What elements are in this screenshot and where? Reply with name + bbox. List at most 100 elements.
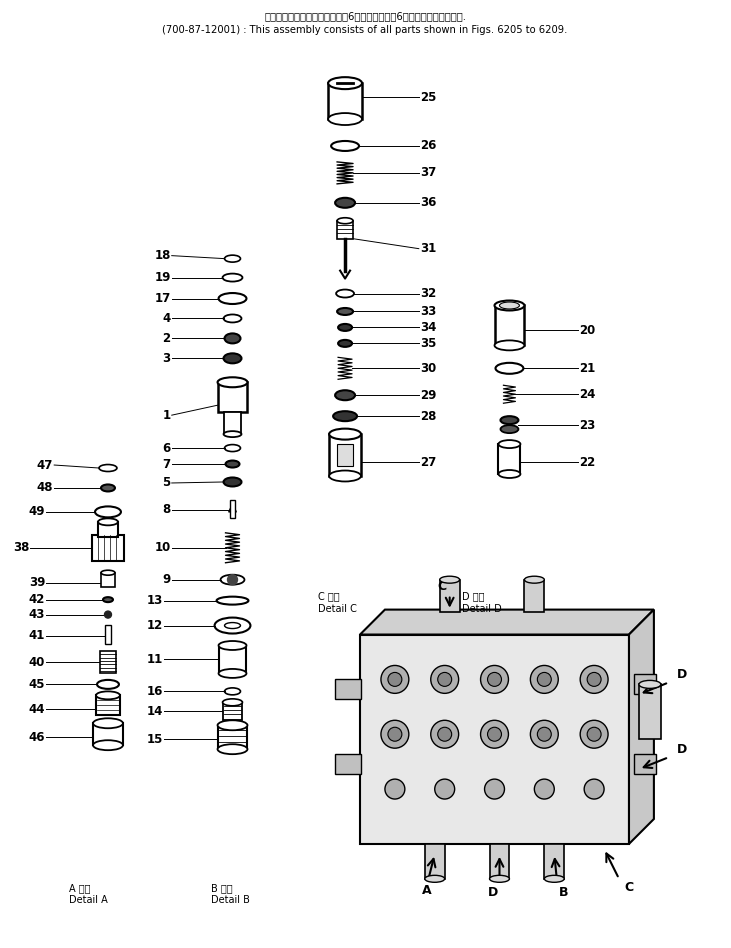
Text: C: C bbox=[438, 579, 447, 592]
Text: 8: 8 bbox=[162, 503, 171, 517]
Bar bbox=[545, 844, 564, 879]
Text: B: B bbox=[559, 885, 569, 899]
Circle shape bbox=[431, 720, 458, 748]
Text: 6: 6 bbox=[162, 442, 171, 455]
Text: 35: 35 bbox=[420, 337, 436, 350]
Ellipse shape bbox=[224, 431, 241, 437]
Text: 18: 18 bbox=[154, 249, 171, 263]
Bar bbox=[490, 844, 510, 879]
Circle shape bbox=[105, 611, 111, 618]
Bar bbox=[337, 444, 353, 466]
Ellipse shape bbox=[499, 302, 520, 309]
Text: 34: 34 bbox=[420, 321, 436, 334]
Circle shape bbox=[431, 665, 458, 693]
Text: 49: 49 bbox=[29, 505, 45, 519]
Ellipse shape bbox=[103, 597, 113, 602]
Text: 19: 19 bbox=[154, 271, 171, 284]
Polygon shape bbox=[629, 610, 654, 844]
Text: 29: 29 bbox=[420, 389, 436, 402]
Ellipse shape bbox=[98, 519, 118, 525]
Ellipse shape bbox=[222, 699, 243, 706]
Ellipse shape bbox=[218, 377, 248, 387]
Text: 13: 13 bbox=[146, 594, 163, 607]
Text: 9: 9 bbox=[162, 574, 171, 586]
Bar bbox=[224, 412, 241, 434]
Bar bbox=[218, 725, 248, 749]
Ellipse shape bbox=[224, 334, 240, 343]
Ellipse shape bbox=[101, 570, 115, 575]
Ellipse shape bbox=[501, 416, 518, 424]
Text: 22: 22 bbox=[579, 456, 596, 468]
Text: このアセンブリの構成部品は図6２０５図から図6２０９図まで含みます.: このアセンブリの構成部品は図6２０５図から図6２０９図まで含みます. bbox=[264, 11, 466, 22]
Text: D: D bbox=[488, 885, 498, 899]
Ellipse shape bbox=[329, 428, 361, 440]
Ellipse shape bbox=[490, 875, 510, 883]
Circle shape bbox=[580, 665, 608, 693]
Ellipse shape bbox=[338, 340, 352, 347]
Text: 40: 40 bbox=[29, 656, 45, 669]
Text: (700-87-12001) : This assembly consists of all parts shown in Figs. 6205 to 6209: (700-87-12001) : This assembly consists … bbox=[162, 26, 568, 35]
Text: 5: 5 bbox=[162, 477, 171, 489]
Ellipse shape bbox=[337, 218, 353, 224]
Bar bbox=[219, 646, 246, 673]
Ellipse shape bbox=[328, 77, 362, 89]
Ellipse shape bbox=[338, 324, 352, 331]
Text: 47: 47 bbox=[37, 459, 53, 471]
Bar bbox=[337, 221, 353, 239]
Polygon shape bbox=[360, 610, 654, 634]
Text: Detail C: Detail C bbox=[318, 604, 357, 613]
Bar bbox=[222, 702, 243, 720]
Bar bbox=[425, 844, 444, 879]
Ellipse shape bbox=[328, 113, 362, 125]
Circle shape bbox=[435, 779, 455, 799]
Ellipse shape bbox=[101, 484, 115, 491]
Ellipse shape bbox=[494, 301, 524, 311]
Text: D: D bbox=[677, 668, 687, 682]
Circle shape bbox=[438, 727, 452, 741]
Text: 16: 16 bbox=[146, 684, 163, 698]
Ellipse shape bbox=[425, 875, 444, 883]
Bar bbox=[335, 755, 361, 775]
Text: 23: 23 bbox=[579, 419, 596, 431]
Ellipse shape bbox=[337, 308, 353, 315]
Ellipse shape bbox=[499, 440, 520, 448]
Bar bbox=[494, 305, 524, 345]
Bar bbox=[93, 723, 123, 745]
Bar bbox=[101, 573, 115, 587]
Ellipse shape bbox=[524, 576, 545, 583]
Bar bbox=[634, 755, 656, 775]
Circle shape bbox=[488, 727, 501, 741]
Text: 33: 33 bbox=[420, 305, 436, 318]
Circle shape bbox=[485, 779, 504, 799]
Text: 48: 48 bbox=[37, 482, 53, 495]
Text: 36: 36 bbox=[420, 196, 436, 210]
Circle shape bbox=[580, 720, 608, 748]
Ellipse shape bbox=[218, 744, 248, 755]
Text: 4: 4 bbox=[162, 312, 171, 325]
Circle shape bbox=[531, 665, 558, 693]
Text: 44: 44 bbox=[29, 702, 45, 716]
Text: 27: 27 bbox=[420, 456, 436, 468]
Circle shape bbox=[388, 672, 402, 686]
Text: 26: 26 bbox=[420, 139, 436, 153]
Circle shape bbox=[480, 665, 509, 693]
Ellipse shape bbox=[226, 461, 240, 467]
Bar bbox=[328, 83, 362, 119]
Text: 45: 45 bbox=[29, 678, 45, 691]
Text: Detail A: Detail A bbox=[69, 895, 108, 904]
Text: 46: 46 bbox=[29, 731, 45, 744]
Ellipse shape bbox=[501, 425, 518, 433]
Circle shape bbox=[381, 665, 409, 693]
Text: 41: 41 bbox=[29, 629, 45, 642]
Text: 2: 2 bbox=[162, 332, 171, 345]
Bar bbox=[440, 579, 460, 611]
Text: 31: 31 bbox=[420, 242, 436, 255]
Text: 3: 3 bbox=[162, 352, 171, 365]
Text: 28: 28 bbox=[420, 410, 436, 423]
Text: D: D bbox=[677, 743, 687, 757]
Ellipse shape bbox=[494, 340, 524, 351]
Text: 24: 24 bbox=[579, 388, 596, 401]
Text: A 詳細: A 詳細 bbox=[69, 883, 91, 893]
Bar bbox=[524, 579, 545, 611]
Bar bbox=[105, 625, 111, 645]
